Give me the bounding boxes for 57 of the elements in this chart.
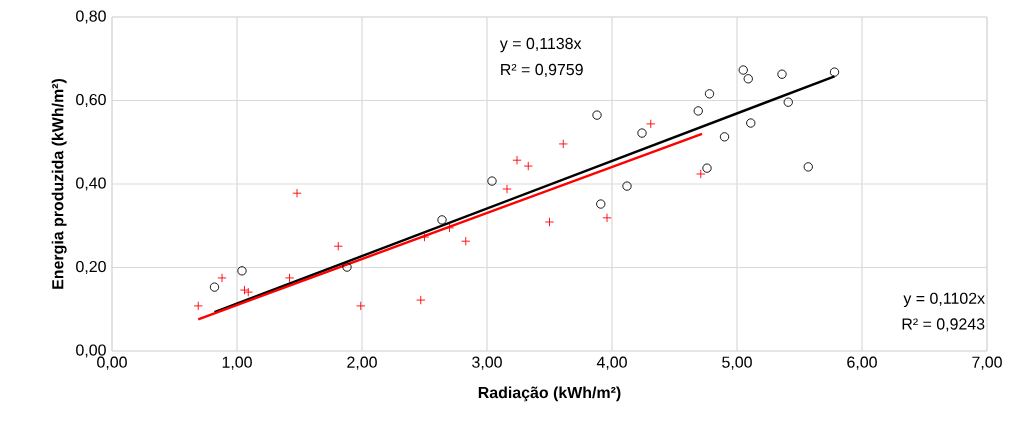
point (803, 162, 813, 172)
x-tick-label: 5,00 (722, 356, 752, 370)
x-tick-label: 4,00 (596, 356, 627, 370)
annotation: y = 0,1102x (903, 292, 985, 308)
x-tick-label: 0,00 (97, 356, 127, 370)
y-tick-label: 0,80 (76, 10, 106, 24)
annotation: y = 0,1138x (499, 37, 582, 53)
y-tick-label: 0,60 (76, 93, 106, 108)
point (217, 273, 227, 283)
point (622, 181, 632, 191)
point (596, 199, 606, 209)
point (237, 266, 247, 276)
x-tick-label: 7,00 (972, 356, 1002, 370)
point (461, 236, 471, 246)
point (646, 119, 656, 129)
y-tick-label: 0,00 (76, 344, 106, 358)
point (512, 155, 522, 165)
point (544, 217, 555, 227)
point (704, 89, 715, 99)
x-tick-label: 1,00 (222, 356, 252, 370)
point (243, 287, 253, 297)
point (523, 161, 533, 171)
point (416, 295, 426, 305)
annotation: R² = 0,9243 (902, 318, 985, 332)
point (437, 215, 447, 225)
y-axis-title: Energia produzida (kWh/m²) (51, 78, 67, 289)
point (592, 110, 602, 120)
point (292, 188, 302, 198)
x-tick-label: 3,00 (472, 356, 502, 370)
y-tick-label: 0,40 (76, 177, 106, 191)
point (743, 74, 753, 84)
point (719, 132, 730, 142)
point (637, 128, 647, 138)
x-tick-label: 2,00 (347, 356, 377, 370)
point (356, 301, 366, 311)
x-axis-title: Radiação (kWh/m²) (478, 386, 621, 402)
point (209, 282, 220, 292)
point (558, 139, 568, 149)
point (783, 97, 793, 107)
point (193, 301, 203, 311)
point (342, 262, 352, 272)
point (602, 213, 612, 223)
point (738, 65, 748, 75)
x-tick-label: 6,00 (847, 356, 877, 370)
point (829, 67, 840, 77)
point (239, 285, 250, 295)
annotation: R² = 0,9759 (501, 63, 583, 78)
point (284, 273, 295, 283)
point (702, 163, 712, 173)
point (693, 106, 703, 116)
point (777, 69, 787, 79)
point (487, 176, 497, 186)
point (696, 169, 706, 179)
y-tick-label: 0,20 (76, 260, 106, 275)
point (502, 184, 512, 194)
point (746, 118, 756, 128)
point (333, 241, 343, 251)
